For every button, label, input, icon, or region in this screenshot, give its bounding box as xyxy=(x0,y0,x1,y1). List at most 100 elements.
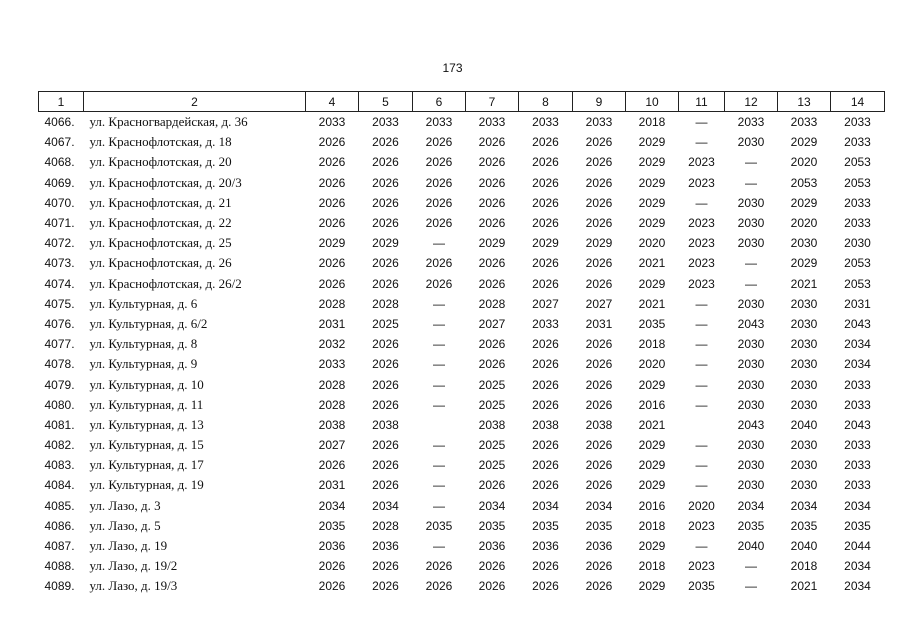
year-cell: — xyxy=(745,559,757,574)
year-cell: 2043 xyxy=(844,417,871,432)
year-cell: 2026 xyxy=(478,135,506,150)
row-number: 4080. xyxy=(44,397,75,412)
year-cell: 2018 xyxy=(638,115,666,130)
row-number: 4073. xyxy=(44,256,75,271)
year-cell: 2035 xyxy=(737,518,765,533)
year-cell: 2030 xyxy=(737,135,765,150)
year-cell: 2026 xyxy=(585,276,613,291)
year-cell: 2026 xyxy=(532,377,559,392)
year-cell: 2020 xyxy=(638,357,666,372)
address-cell: ул. Лазо, д. 19 xyxy=(89,538,168,554)
header-cell: 9 xyxy=(572,91,626,112)
year-cell: — xyxy=(745,256,757,271)
table-row: 4085. ул. Лазо, д. 3 2034 2034 — 2034 2034 2034… xyxy=(39,496,885,516)
year-cell: — xyxy=(695,296,708,311)
year-cell: 2026 xyxy=(532,397,559,412)
year-cell: 2034 xyxy=(844,337,871,352)
year-cell: 2034 xyxy=(372,498,399,513)
year-cell: 2026 xyxy=(532,478,559,493)
year-cell: 2025 xyxy=(478,377,506,392)
year-cell: 2026 xyxy=(478,256,506,271)
year-cell: 2023 xyxy=(688,518,715,533)
row-number: 4074. xyxy=(44,276,75,291)
year-cell: 2026 xyxy=(372,155,399,170)
year-cell: 2029 xyxy=(638,458,666,473)
year-cell: — xyxy=(695,438,708,453)
table-row: 4081. ул. Культурная, д. 13 2038 2038 2038 20… xyxy=(39,415,885,435)
year-cell: — xyxy=(745,579,757,594)
year-cell: 2034 xyxy=(318,498,346,513)
year-cell: — xyxy=(433,377,445,392)
year-cell: 2033 xyxy=(478,115,506,130)
page-number: 173 xyxy=(442,61,463,75)
year-cell: 2026 xyxy=(372,458,399,473)
year-cell: — xyxy=(695,337,708,352)
year-cell: 2018 xyxy=(790,559,818,574)
year-cell: 2029 xyxy=(638,155,666,170)
year-cell: 2021 xyxy=(638,296,666,311)
address-cell: ул. Культурная, д. 19 xyxy=(89,477,204,493)
year-cell: 2035 xyxy=(638,316,666,331)
row-number: 4069. xyxy=(44,175,75,190)
table-row: 4073. ул. Краснофлотская, д. 26 2026 2026 20… xyxy=(39,253,885,273)
year-cell: 2031 xyxy=(585,316,613,331)
year-cell: 2029 xyxy=(638,276,666,291)
year-cell: 2020 xyxy=(638,236,666,251)
year-cell: 2038 xyxy=(585,417,613,432)
year-cell: 2026 xyxy=(532,195,559,210)
table-row: 4080. ул. Культурная, д. 11 2028 2026 — 2025 2… xyxy=(39,395,885,415)
year-cell: 2025 xyxy=(372,316,399,331)
year-cell: 2026 xyxy=(585,559,613,574)
year-cell: 2026 xyxy=(318,256,346,271)
year-cell: 2028 xyxy=(318,377,346,392)
address-cell: ул. Культурная, д. 6/2 xyxy=(89,315,208,331)
year-cell: 2027 xyxy=(478,316,506,331)
year-cell: 2029 xyxy=(790,195,818,210)
year-cell: 2030 xyxy=(737,195,765,210)
year-cell: 2018 xyxy=(638,518,666,533)
year-cell: 2030 xyxy=(737,397,765,412)
year-cell: 2044 xyxy=(844,539,871,554)
year-cell: 2053 xyxy=(844,155,871,170)
year-cell: 2033 xyxy=(532,316,559,331)
year-cell: 2026 xyxy=(318,216,346,231)
year-cell: 2026 xyxy=(532,155,559,170)
year-cell: 2026 xyxy=(585,478,613,493)
year-cell: 2026 xyxy=(585,135,613,150)
table-row: 4087. ул. Лазо, д. 19 2036 2036 — 2036 2036 203… xyxy=(39,536,885,556)
year-cell: 2036 xyxy=(318,539,346,554)
year-cell: 2026 xyxy=(372,135,399,150)
year-cell: 2026 xyxy=(425,135,453,150)
year-cell: 2016 xyxy=(638,397,666,412)
year-cell: 2034 xyxy=(532,498,559,513)
year-cell: 2038 xyxy=(478,417,506,432)
year-cell: 2026 xyxy=(585,357,613,372)
year-cell: 2029 xyxy=(790,256,818,271)
year-cell: — xyxy=(433,236,445,251)
year-cell: 2026 xyxy=(478,155,506,170)
year-cell: 2043 xyxy=(844,316,871,331)
year-cell: 2030 xyxy=(737,296,765,311)
address-cell: ул. Красногвардейская, д. 36 xyxy=(89,114,248,130)
year-cell: 2029 xyxy=(638,579,666,594)
table-row: 4084. ул. Культурная, д. 19 2031 2026 — 2026 2… xyxy=(39,475,885,495)
year-cell: 2026 xyxy=(478,195,506,210)
year-cell: 2028 xyxy=(478,296,506,311)
header-cell: 2 xyxy=(83,91,306,112)
year-cell: 2023 xyxy=(688,175,715,190)
year-cell: 2027 xyxy=(532,296,559,311)
table-row: 4076. ул. Культурная, д. 6/2 2031 2025 — 2027… xyxy=(39,314,885,334)
year-cell: 2026 xyxy=(478,579,506,594)
year-cell: 2034 xyxy=(585,498,613,513)
year-cell: 2035 xyxy=(585,518,613,533)
row-number: 4088. xyxy=(44,559,75,574)
year-cell: 2023 xyxy=(688,559,715,574)
year-cell: — xyxy=(695,316,708,331)
year-cell: 2036 xyxy=(585,539,613,554)
year-cell: 2033 xyxy=(844,135,871,150)
year-cell: 2029 xyxy=(638,478,666,493)
year-cell: 2026 xyxy=(478,357,506,372)
year-cell: 2026 xyxy=(318,175,346,190)
year-cell: 2035 xyxy=(688,579,715,594)
year-cell: 2033 xyxy=(790,115,818,130)
